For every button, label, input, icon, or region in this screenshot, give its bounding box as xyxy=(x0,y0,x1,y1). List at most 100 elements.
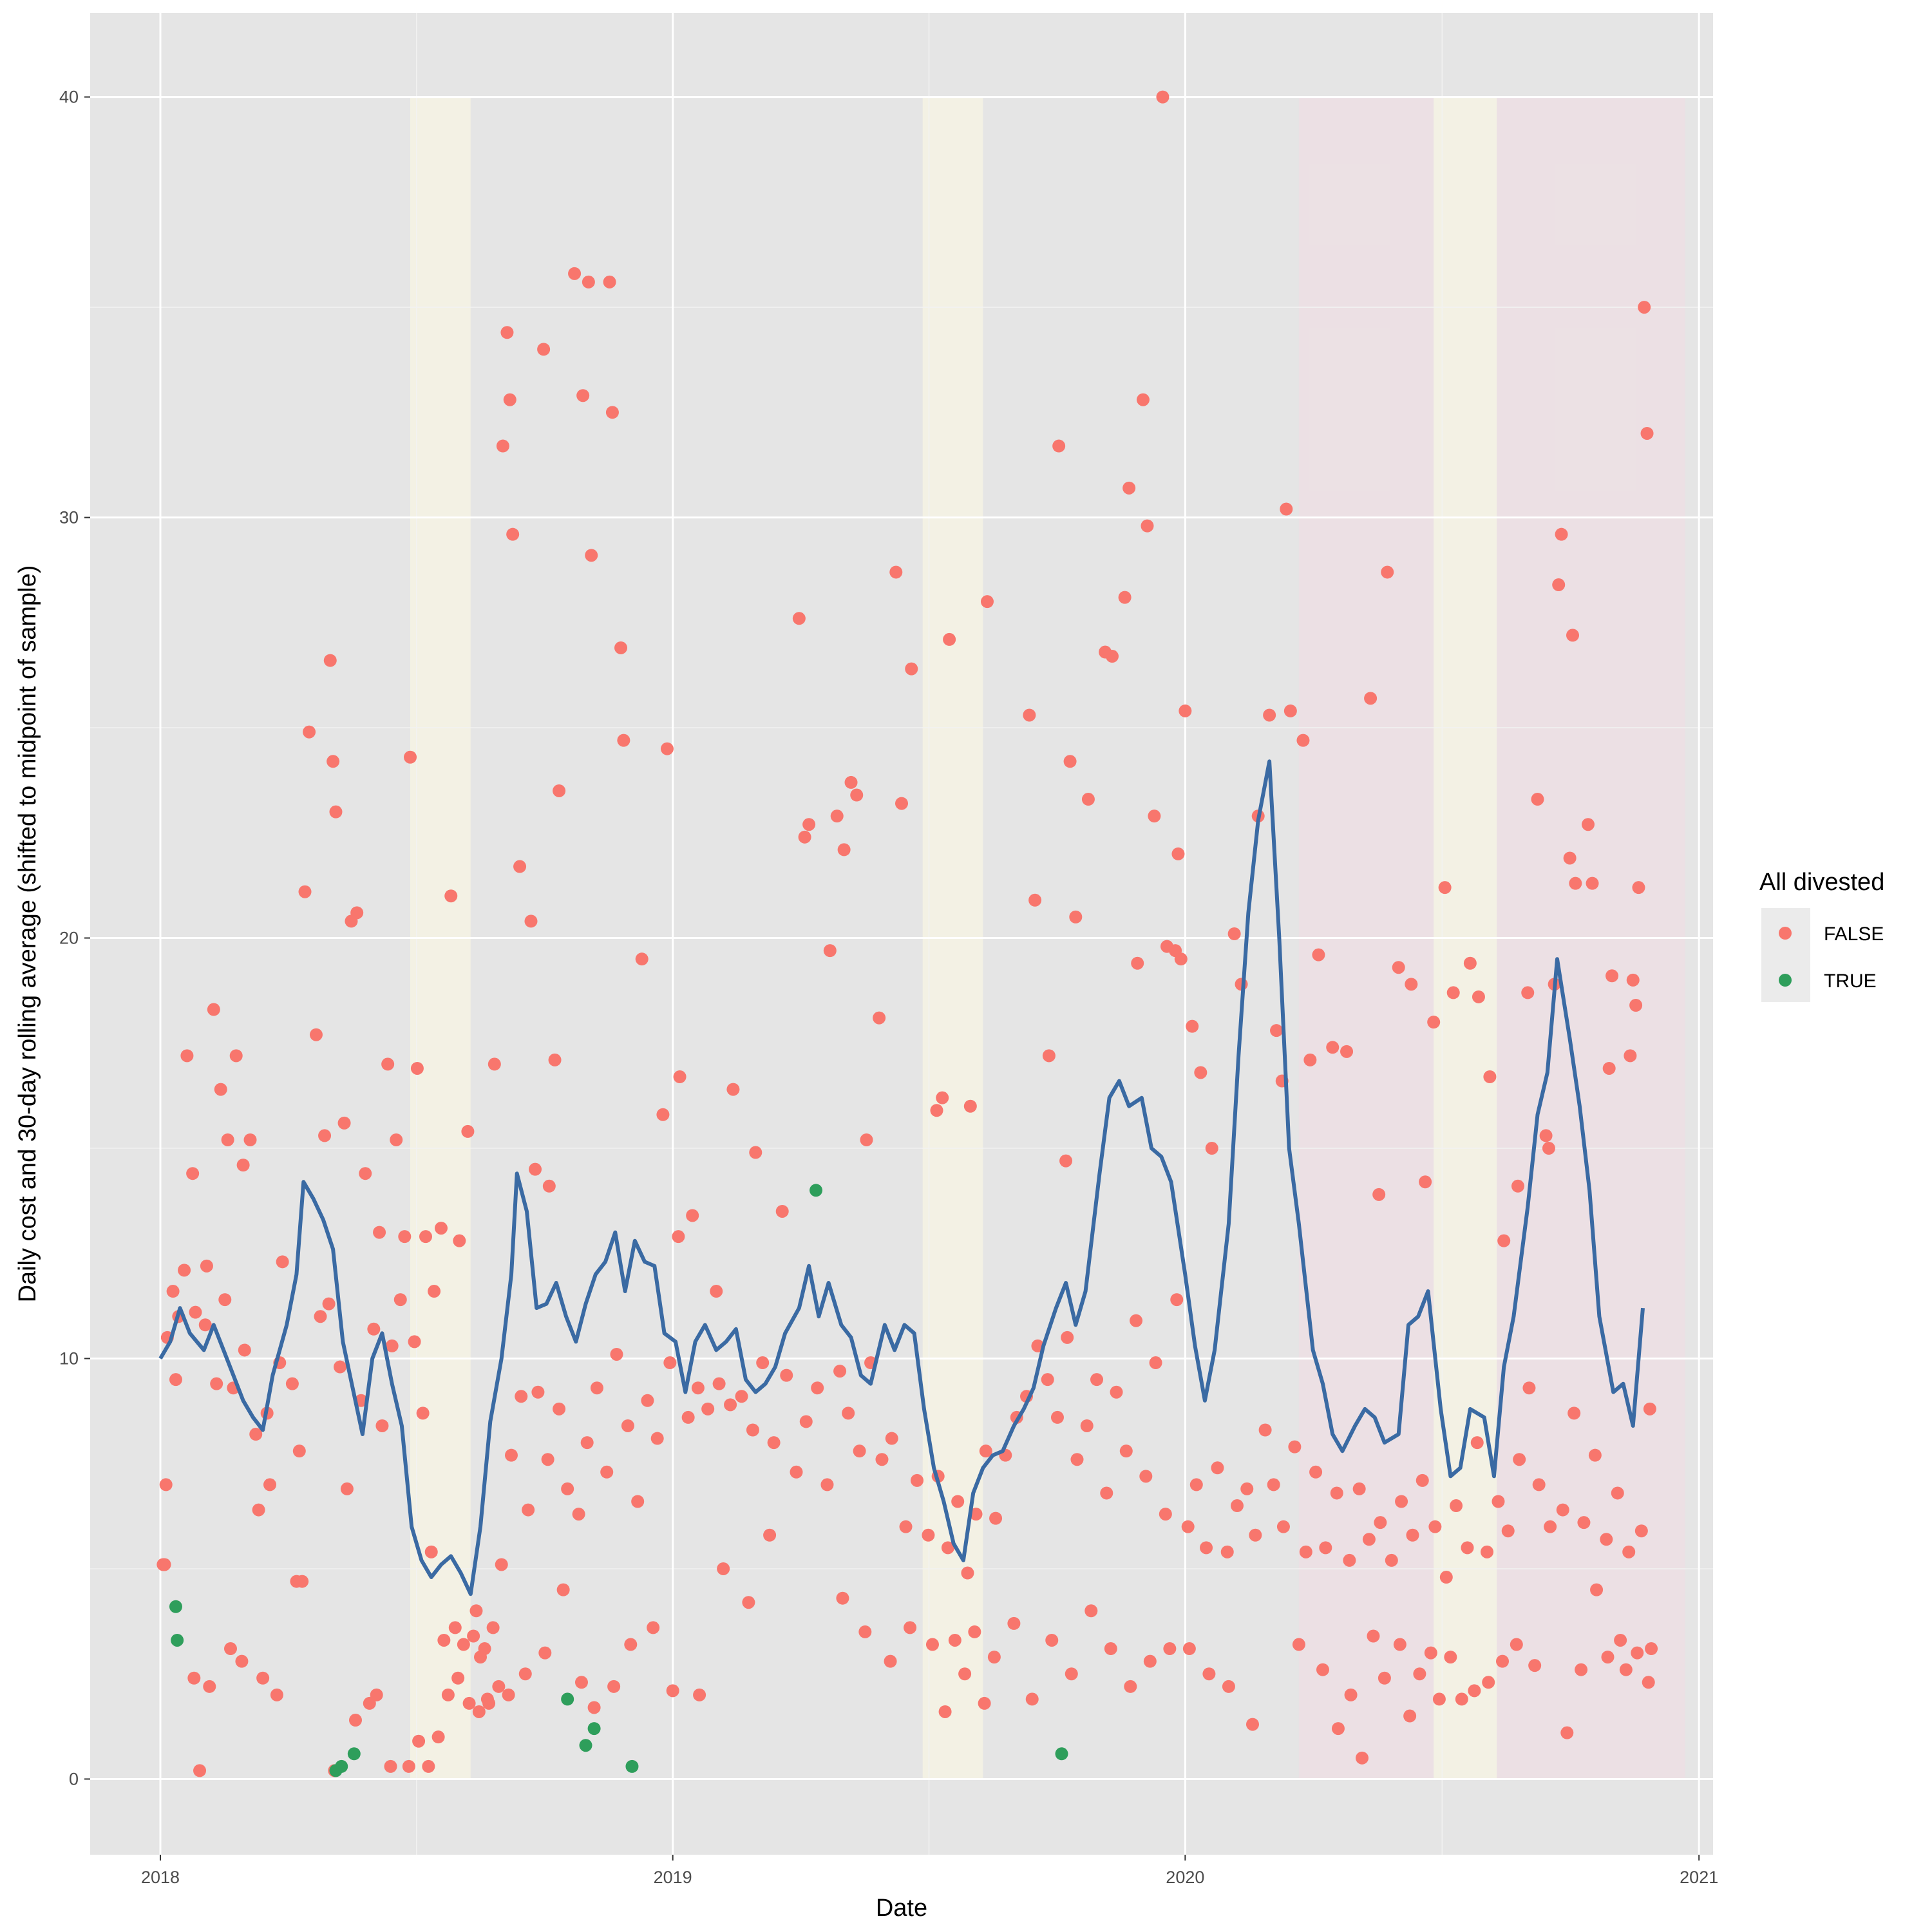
point-false xyxy=(681,1410,695,1424)
point-false xyxy=(1531,793,1544,806)
point-false xyxy=(1521,986,1535,999)
point-false xyxy=(229,1049,243,1063)
point-false xyxy=(860,1133,873,1146)
point-false xyxy=(1632,881,1645,895)
point-false xyxy=(500,326,514,339)
point-false xyxy=(1586,876,1599,890)
point-false xyxy=(987,1651,1001,1664)
point-false xyxy=(930,1104,943,1117)
point-false xyxy=(1492,1495,1505,1508)
point-false xyxy=(1249,1528,1262,1542)
point-false xyxy=(621,1419,634,1432)
point-false xyxy=(712,1377,726,1390)
point-false xyxy=(461,1124,475,1138)
point-false xyxy=(1405,978,1418,991)
point-false xyxy=(1643,1402,1656,1416)
point-false xyxy=(159,1478,173,1492)
point-false xyxy=(582,275,595,289)
point-true xyxy=(1055,1747,1068,1761)
point-false xyxy=(1181,1520,1195,1533)
point-true xyxy=(579,1739,592,1752)
point-false xyxy=(717,1562,730,1575)
point-false xyxy=(1472,990,1485,1003)
point-false xyxy=(1189,1478,1203,1492)
point-false xyxy=(451,1671,465,1685)
point-false xyxy=(1326,1041,1340,1054)
point-false xyxy=(1194,1066,1208,1079)
point-false xyxy=(166,1285,180,1298)
point-false xyxy=(666,1684,679,1698)
point-false xyxy=(1330,1486,1343,1500)
point-false xyxy=(298,885,312,898)
point-false xyxy=(910,1473,923,1487)
point-false xyxy=(1381,565,1394,579)
point-false xyxy=(1105,650,1119,663)
point-false xyxy=(979,1444,992,1458)
point-false xyxy=(726,1083,740,1096)
point-false xyxy=(218,1293,232,1307)
point-false xyxy=(1069,910,1083,923)
point-false xyxy=(524,914,538,928)
point-false xyxy=(1413,1667,1426,1681)
point-false xyxy=(1059,1154,1073,1168)
point-false xyxy=(790,1465,803,1479)
point-false xyxy=(1052,439,1066,453)
point-false xyxy=(614,641,628,654)
point-false xyxy=(1263,708,1276,722)
point-false xyxy=(833,1365,847,1378)
point-false xyxy=(836,1591,849,1605)
point-false xyxy=(482,1696,496,1710)
point-false xyxy=(969,1508,983,1521)
point-false xyxy=(1638,301,1651,314)
point-false xyxy=(1645,1642,1658,1656)
point-false xyxy=(236,1159,250,1172)
point-false xyxy=(1450,1499,1463,1513)
point-false xyxy=(1372,1188,1386,1201)
point-false xyxy=(820,1478,834,1492)
point-false xyxy=(701,1402,715,1416)
point-false xyxy=(513,860,527,873)
point-false xyxy=(337,1116,351,1130)
point-false xyxy=(1139,1470,1153,1483)
point-false xyxy=(1312,948,1325,961)
point-false xyxy=(467,1629,480,1643)
point-false xyxy=(610,1347,623,1361)
point-false xyxy=(1393,1638,1406,1651)
point-false xyxy=(1292,1638,1305,1651)
point-false xyxy=(1567,1406,1581,1420)
point-false xyxy=(1118,591,1132,604)
point-false xyxy=(375,1419,389,1432)
point-false xyxy=(488,1057,501,1071)
point-false xyxy=(963,1099,977,1113)
point-false xyxy=(1110,1385,1123,1399)
point-false xyxy=(590,1381,603,1395)
point-false xyxy=(1090,1373,1104,1387)
point-false xyxy=(1522,1381,1536,1395)
point-false xyxy=(349,1714,363,1727)
point-false xyxy=(1455,1692,1468,1706)
point-false xyxy=(1081,793,1095,806)
point-false xyxy=(270,1688,283,1701)
point-false xyxy=(647,1621,660,1634)
point-false xyxy=(568,267,582,280)
point-false xyxy=(885,1432,898,1445)
point-false xyxy=(1482,1676,1495,1689)
point-false xyxy=(1080,1419,1094,1432)
point-false xyxy=(1470,1436,1484,1450)
point-true xyxy=(171,1633,184,1647)
point-true xyxy=(347,1747,361,1761)
point-false xyxy=(925,1638,939,1651)
point-false xyxy=(1070,1453,1084,1466)
point-false xyxy=(763,1528,777,1542)
point-false xyxy=(895,797,908,810)
point-false xyxy=(1406,1528,1419,1542)
point-false xyxy=(823,944,837,958)
legend-key-bg xyxy=(1761,908,1810,1002)
point-false xyxy=(1428,1520,1442,1533)
x-tick-label: 2018 xyxy=(141,1868,180,1887)
point-false xyxy=(641,1394,654,1407)
point-false xyxy=(1148,810,1161,823)
point-false xyxy=(428,1285,441,1298)
point-false xyxy=(431,1730,445,1744)
point-false xyxy=(441,1688,455,1701)
